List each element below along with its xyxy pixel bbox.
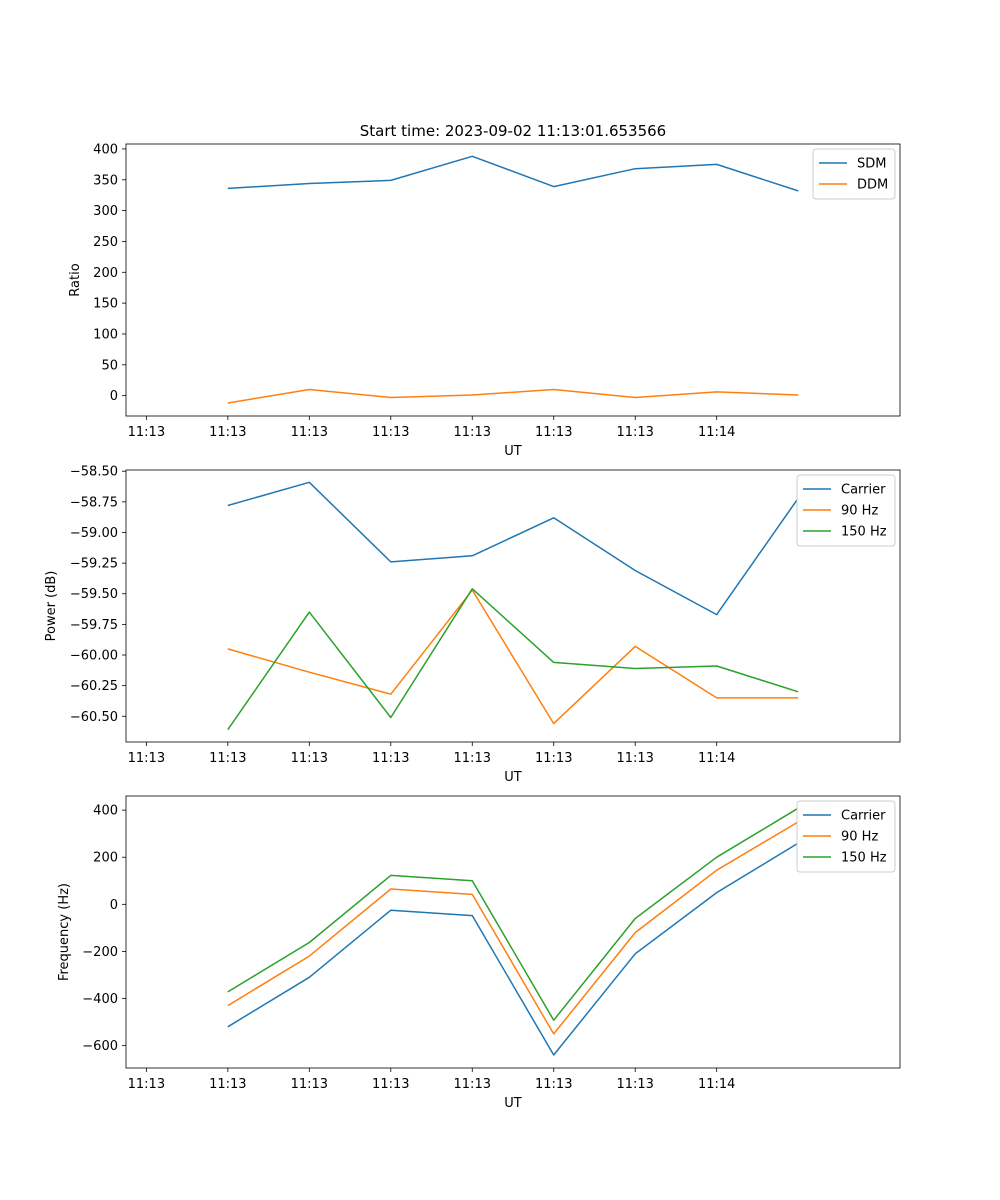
ratio-x-tick-label: 11:13 — [616, 425, 653, 440]
power-legend: Carrier 90 Hz 150 Hz — [796, 474, 896, 547]
frequency-y-tick-label: 200 — [93, 851, 118, 866]
ratio-y-tick-label: 400 — [93, 142, 118, 157]
frequency-x-tick-label: 11:13 — [128, 1077, 165, 1092]
frequency-y-tick-label: −600 — [82, 1039, 118, 1054]
frequency-x-tick-label: 11:13 — [616, 1077, 653, 1092]
power-x-tick-label: 11:13 — [291, 751, 328, 766]
power-series-carrier-line — [227, 481, 799, 616]
power-y-tick-label: −60.25 — [70, 679, 118, 694]
ratio-y-tick-label: 300 — [93, 204, 118, 219]
figure-title: Start time: 2023-09-02 11:13:01.653566 — [360, 122, 666, 140]
ratio-x-tick-label: 11:13 — [535, 425, 572, 440]
frequency-series-carrier-line — [227, 842, 799, 1056]
ratio-series-ddm-line — [227, 388, 799, 404]
ratio-y-tick-label: 100 — [93, 327, 118, 342]
frequency-x-tick-label: 11:13 — [291, 1077, 328, 1092]
frequency-x-tick-label: 11:13 — [372, 1077, 409, 1092]
power-y-tick-label: −59.75 — [70, 618, 118, 633]
frequency-x-tick-label: 11:14 — [698, 1077, 735, 1092]
power-y-tick-label: −59.25 — [70, 557, 118, 572]
ratio-y-tick-label: 0 — [110, 389, 118, 404]
ratio-y-tick-label: 200 — [93, 266, 118, 281]
power-legend-label-150-hz: 150 Hz — [841, 525, 887, 540]
power-x-tick-label: 11:13 — [372, 751, 409, 766]
frequency-x-tick-label: 11:13 — [535, 1077, 572, 1092]
frequency-y-tick-label: 400 — [93, 804, 118, 819]
power-panel: 11:13 11:13 11:13 11:13 11:13 11:13 11:13 11:14… — [44, 465, 901, 785]
ratio-series-sdm-line — [227, 155, 799, 192]
power-y-tick-label: −60.00 — [70, 649, 118, 664]
power-legend-label-carrier: Carrier — [841, 483, 886, 498]
ratio-y-tick-label: 150 — [93, 297, 118, 312]
ratio-y-tick-label: 350 — [93, 173, 118, 188]
power-legend-frame — [796, 474, 896, 547]
frequency-legend-label-carrier: Carrier — [841, 809, 886, 824]
frequency-x-tick-label: 11:13 — [209, 1077, 246, 1092]
ratio-x-axis-label: UT — [504, 444, 522, 459]
power-x-tick-label: 11:13 — [454, 751, 491, 766]
ratio-axes-frame — [125, 143, 901, 417]
frequency-series-150-hz-line — [227, 807, 799, 1021]
ratio-legend-label-sdm: SDM — [857, 157, 886, 172]
ratio-x-tick-label: 11:13 — [209, 425, 246, 440]
power-x-tick-label: 11:13 — [535, 751, 572, 766]
frequency-y-axis-label: Frequency (Hz) — [57, 883, 72, 981]
frequency-legend: Carrier 90 Hz 150 Hz — [796, 800, 896, 873]
frequency-y-tick-label: 0 — [110, 898, 118, 913]
frequency-panel: 11:13 11:13 11:13 11:13 11:13 11:13 11:13 11:14… — [57, 795, 901, 1111]
ratio-x-tick-label: 11:13 — [291, 425, 328, 440]
ratio-legend-label-ddm: DDM — [857, 178, 888, 193]
frequency-axes-frame — [125, 795, 901, 1069]
frequency-y-tick-label: −200 — [82, 945, 118, 960]
ratio-x-tick-label: 11:14 — [698, 425, 735, 440]
ratio-x-tick-label: 11:13 — [128, 425, 165, 440]
ratio-panel: 11:13 11:13 11:13 11:13 11:13 11:13 11:13 11:14… — [68, 142, 901, 459]
frequency-x-tick-label: 11:13 — [454, 1077, 491, 1092]
frequency-legend-label-90-hz: 90 Hz — [841, 830, 878, 845]
power-y-tick-label: −58.75 — [70, 495, 118, 510]
ratio-x-tick-label: 11:13 — [372, 425, 409, 440]
power-x-tick-label: 11:13 — [616, 751, 653, 766]
power-axes-frame — [125, 469, 901, 743]
frequency-x-axis-label: UT — [504, 1096, 522, 1111]
frequency-y-tick-label: −400 — [82, 992, 118, 1007]
power-y-tick-label: −59.50 — [70, 587, 118, 602]
power-x-tick-label: 11:13 — [209, 751, 246, 766]
frequency-series-90-hz-line — [227, 821, 799, 1035]
ratio-y-axis-label: Ratio — [68, 263, 83, 296]
power-y-tick-label: −60.50 — [70, 710, 118, 725]
power-y-axis-label: Power (dB) — [44, 571, 59, 642]
ratio-y-tick-label: 50 — [101, 358, 118, 373]
power-legend-label-90-hz: 90 Hz — [841, 504, 878, 519]
frequency-legend-label-150-hz: 150 Hz — [841, 851, 887, 866]
frequency-legend-frame — [796, 800, 896, 873]
power-y-tick-label: −59.00 — [70, 526, 118, 541]
power-x-tick-label: 11:13 — [128, 751, 165, 766]
ratio-legend-frame — [812, 148, 896, 200]
power-series-150-hz-line — [227, 588, 799, 731]
power-y-tick-label: −58.50 — [70, 465, 118, 480]
ratio-x-tick-label: 11:13 — [454, 425, 491, 440]
power-series-90-hz-line — [227, 589, 799, 725]
ratio-y-tick-label: 250 — [93, 235, 118, 250]
ratio-legend: SDM DDM — [812, 148, 896, 200]
power-x-axis-label: UT — [504, 770, 522, 785]
power-x-tick-label: 11:14 — [698, 751, 735, 766]
